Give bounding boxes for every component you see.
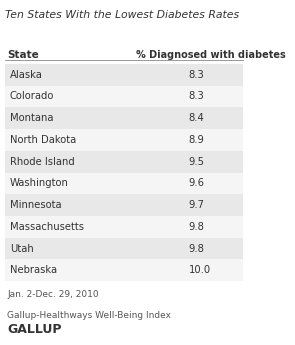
Text: 9.8: 9.8 (189, 222, 204, 232)
Text: Minnesota: Minnesota (10, 200, 62, 210)
Text: 9.5: 9.5 (189, 157, 204, 167)
Text: Jan. 2-Dec. 29, 2010: Jan. 2-Dec. 29, 2010 (7, 290, 99, 299)
Text: North Dakota: North Dakota (10, 135, 76, 145)
Text: % Diagnosed with diabetes: % Diagnosed with diabetes (137, 50, 286, 60)
Text: Ten States With the Lowest Diabetes Rates: Ten States With the Lowest Diabetes Rate… (5, 10, 239, 20)
Text: 9.7: 9.7 (189, 200, 204, 210)
FancyBboxPatch shape (5, 172, 243, 194)
Text: 8.4: 8.4 (189, 113, 204, 123)
Text: Rhode Island: Rhode Island (10, 157, 75, 167)
FancyBboxPatch shape (5, 107, 243, 129)
FancyBboxPatch shape (5, 151, 243, 172)
FancyBboxPatch shape (5, 216, 243, 238)
FancyBboxPatch shape (5, 64, 243, 86)
FancyBboxPatch shape (5, 259, 243, 281)
FancyBboxPatch shape (5, 129, 243, 151)
Text: Washington: Washington (10, 178, 69, 188)
Text: 8.3: 8.3 (189, 91, 204, 101)
Text: 8.9: 8.9 (189, 135, 204, 145)
Text: 8.3: 8.3 (189, 70, 204, 80)
Text: 9.8: 9.8 (189, 244, 204, 254)
FancyBboxPatch shape (5, 194, 243, 216)
Text: Nebraska: Nebraska (10, 265, 57, 275)
Text: Colorado: Colorado (10, 91, 54, 101)
Text: Utah: Utah (10, 244, 34, 254)
Text: 9.6: 9.6 (189, 178, 204, 188)
Text: Massachusetts: Massachusetts (10, 222, 84, 232)
Text: 10.0: 10.0 (189, 265, 211, 275)
FancyBboxPatch shape (5, 238, 243, 259)
FancyBboxPatch shape (5, 86, 243, 107)
Text: Gallup-Healthways Well-Being Index: Gallup-Healthways Well-Being Index (7, 311, 171, 320)
Text: Montana: Montana (10, 113, 53, 123)
Text: State: State (7, 50, 39, 60)
Text: GALLUP: GALLUP (7, 323, 62, 336)
Text: Alaska: Alaska (10, 70, 43, 80)
